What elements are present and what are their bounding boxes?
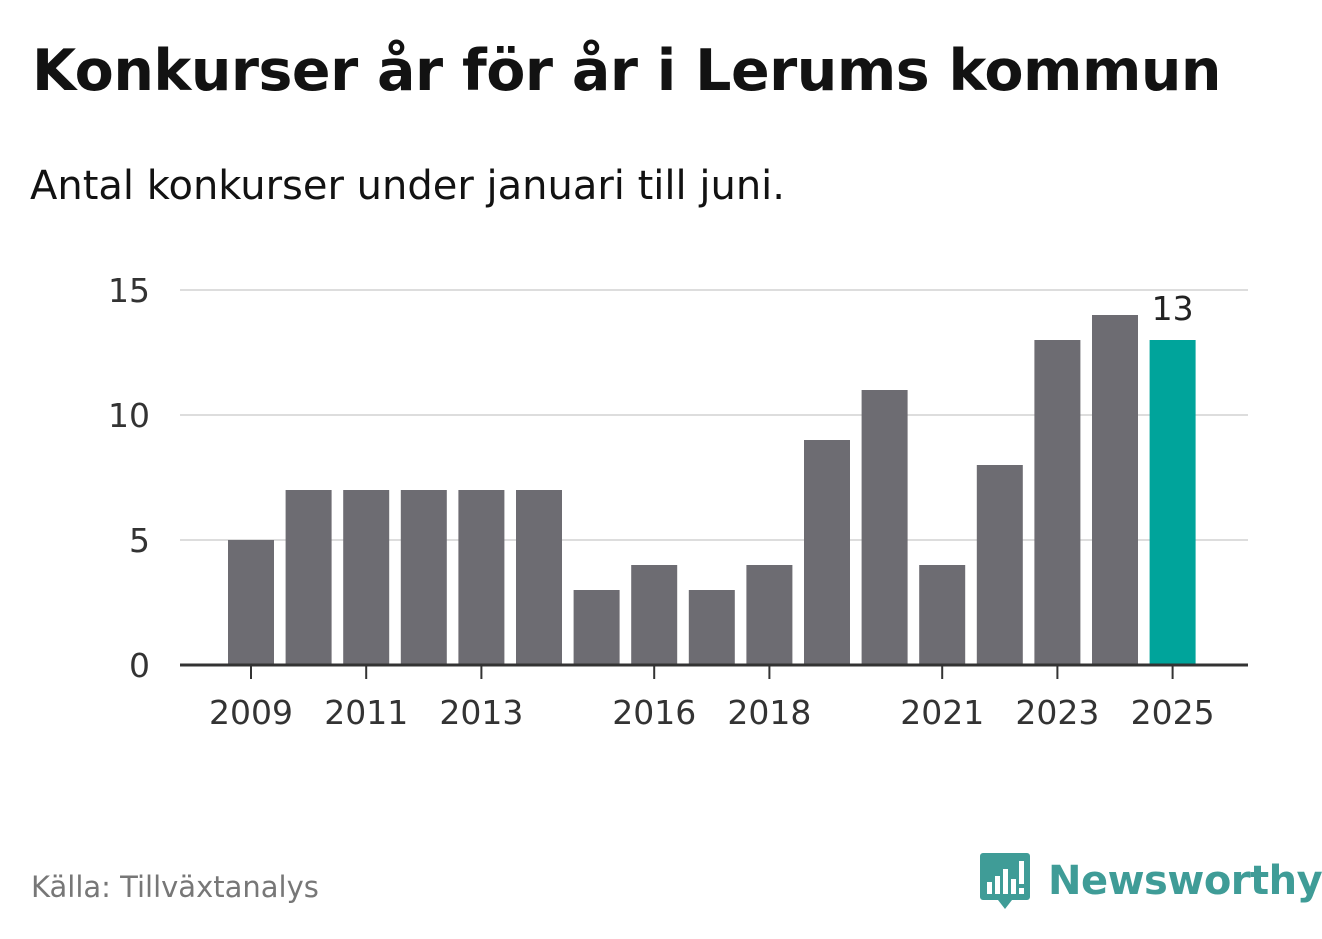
labels: 0 5 10 15 13 2009 2011 2013 2016 2018 2021 2023 2025 — [108, 271, 1215, 732]
x-tick-label: 2011 — [324, 693, 408, 732]
axes — [180, 663, 1248, 679]
x-tick-label: 2025 — [1131, 693, 1215, 732]
bar — [573, 590, 620, 665]
x-tick-label: 2016 — [612, 693, 696, 732]
bar — [1092, 315, 1138, 665]
bar — [516, 490, 562, 665]
y-tick-label: 15 — [108, 271, 150, 310]
bar — [458, 490, 505, 665]
bar-highlight — [1149, 340, 1196, 665]
bar — [919, 565, 966, 665]
bar — [804, 440, 850, 665]
source-note: Källa: Tillväxtanalys — [31, 870, 319, 904]
bars — [228, 315, 1196, 665]
bar — [285, 490, 332, 665]
bar — [343, 490, 390, 665]
bar — [688, 590, 735, 665]
value-label: 13 — [1152, 289, 1194, 328]
x-tick-label: 2023 — [1015, 693, 1099, 732]
bar — [400, 490, 447, 665]
bar — [1034, 340, 1081, 665]
bar — [631, 565, 678, 665]
bar — [746, 565, 793, 665]
x-tick-label: 2021 — [900, 693, 984, 732]
newsworthy-logo: Newsworthy — [980, 850, 1322, 912]
bar — [976, 465, 1023, 665]
x-tick-label: 2009 — [209, 693, 293, 732]
chart-title: Konkurser år för år i Lerums kommun — [32, 38, 1222, 104]
bar — [228, 540, 274, 665]
bar-chart-speech-bubble-icon — [980, 853, 1030, 909]
y-tick-label: 10 — [108, 396, 150, 435]
x-tick-label: 2018 — [727, 693, 811, 732]
brand-name: Newsworthy — [1048, 858, 1322, 904]
y-tick-label: 0 — [129, 646, 150, 685]
bar — [861, 390, 908, 665]
chart-subtitle: Antal konkurser under januari till juni. — [30, 163, 785, 209]
y-tick-label: 5 — [129, 521, 150, 560]
gridlines — [180, 289, 1248, 541]
x-tick-label: 2013 — [439, 693, 523, 732]
